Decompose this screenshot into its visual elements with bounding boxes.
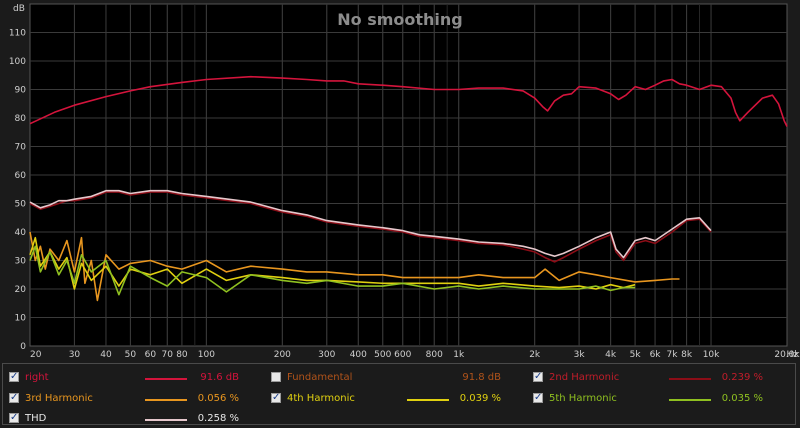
legend-label: 5th Harmonic <box>549 393 617 404</box>
legend-item-4th-harmonic: ✓ 4th Harmonic 0.039 % <box>271 390 527 408</box>
legend-value: 91.6 dB <box>200 372 239 383</box>
x-tick-label: 2k <box>529 350 541 360</box>
x-tick-label: 80 <box>176 350 188 360</box>
legend-swatch <box>145 399 187 401</box>
y-tick-label: 60 <box>15 171 27 181</box>
chart-title: No smoothing <box>337 10 463 29</box>
x-tick-label: 60 <box>145 350 157 360</box>
x-tick-label: 600 <box>394 350 411 360</box>
x-tick-label: 1k <box>453 350 465 360</box>
legend-swatch <box>669 399 711 401</box>
legend-item-right: ✓ right 91.6 dB <box>9 369 265 387</box>
legend-label: THD <box>25 413 47 424</box>
legend-checkbox-fundamental[interactable] <box>271 372 281 382</box>
x-tick-label: 5k <box>630 350 642 360</box>
legend-item-fundamental: Fundamental 91.8 dB <box>271 369 527 387</box>
x-tick-label: 50 <box>125 350 137 360</box>
series-line-3rd-harmonic <box>29 231 680 302</box>
y-axis-unit-label: dB <box>13 4 25 14</box>
legend-item-3rd-harmonic: ✓ 3rd Harmonic 0.056 % <box>9 390 265 408</box>
x-tick-label: 70 <box>162 350 174 360</box>
legend-value: 0.056 % <box>197 393 239 404</box>
x-tick-label: 10k <box>703 350 720 360</box>
legend-item-2nd-harmonic: ✓ 2nd Harmonic 0.239 % <box>533 369 789 387</box>
y-tick-label: 70 <box>15 143 27 153</box>
legend-label: 4th Harmonic <box>287 393 355 404</box>
legend-panel: ✓ right 91.6 dB Fundamental 91.8 dB ✓ 2nd Harm… <box>0 362 800 428</box>
y-tick-label: 0 <box>20 342 26 352</box>
y-tick-label: 40 <box>15 228 27 238</box>
y-tick-label: 10 <box>15 314 27 324</box>
legend-checkbox-5th-harmonic[interactable]: ✓ <box>533 392 543 403</box>
x-tick-label: 20.0k <box>774 350 800 360</box>
x-tick-label: 200 <box>274 350 291 360</box>
x-tick-label: 20 <box>30 350 42 360</box>
legend-checkbox-thd[interactable]: ✓ <box>9 412 19 423</box>
y-tick-label: 30 <box>15 257 27 267</box>
legend-item-5th-harmonic: ✓ 5th Harmonic 0.035 % <box>533 390 789 408</box>
x-tick-label: 100 <box>198 350 215 360</box>
legend-checkbox-2nd-harmonic[interactable]: ✓ <box>533 371 543 382</box>
legend-swatch <box>669 378 711 380</box>
legend-value: 91.8 dB <box>462 372 501 383</box>
legend-label: 3rd Harmonic <box>25 393 93 404</box>
x-tick-label: 40 <box>100 350 112 360</box>
y-tick-label: 80 <box>15 114 27 124</box>
series-line-thd <box>29 189 712 259</box>
legend-value: 0.239 % <box>721 372 763 383</box>
legend-swatch <box>145 419 187 421</box>
x-tick-label: 3k <box>574 350 586 360</box>
legend-checkbox-right[interactable]: ✓ <box>9 371 19 382</box>
legend-box: ✓ right 91.6 dB Fundamental 91.8 dB ✓ 2nd Harm… <box>2 363 796 425</box>
y-tick-label: 100 <box>9 57 26 67</box>
legend-checkbox-3rd-harmonic[interactable]: ✓ <box>9 392 19 403</box>
legend-value: 0.035 % <box>721 393 763 404</box>
legend-swatch <box>145 378 187 380</box>
x-tick-label: 7k <box>666 350 678 360</box>
legend-label: Fundamental <box>287 372 353 383</box>
x-tick-label: 4k <box>605 350 617 360</box>
x-axis-unit-label: Hz <box>787 350 799 360</box>
legend-swatch <box>407 399 449 401</box>
x-tick-label: 800 <box>426 350 443 360</box>
series-line-right <box>29 75 788 127</box>
y-tick-label: 50 <box>15 200 27 210</box>
legend-label: right <box>25 372 49 383</box>
legend-label: 2nd Harmonic <box>549 372 620 383</box>
y-tick-label: 110 <box>9 29 26 39</box>
y-tick-label: 90 <box>15 86 27 96</box>
x-tick-label: 30 <box>69 350 81 360</box>
legend-value: 0.258 % <box>197 413 239 424</box>
x-tick-label: 400 <box>350 350 367 360</box>
x-tick-label: 300 <box>318 350 335 360</box>
series-line-2nd-harmonic <box>29 191 712 263</box>
x-tick-label: 500 <box>374 350 391 360</box>
x-tick-label: 6k <box>650 350 662 360</box>
legend-value: 0.039 % <box>459 393 501 404</box>
legend-checkbox-4th-harmonic[interactable]: ✓ <box>271 392 281 403</box>
series-line-5th-harmonic <box>29 245 636 296</box>
x-tick-label: 8k <box>681 350 693 360</box>
y-tick-label: 20 <box>15 285 27 295</box>
legend-item-thd: ✓ THD 0.258 % <box>9 410 265 428</box>
